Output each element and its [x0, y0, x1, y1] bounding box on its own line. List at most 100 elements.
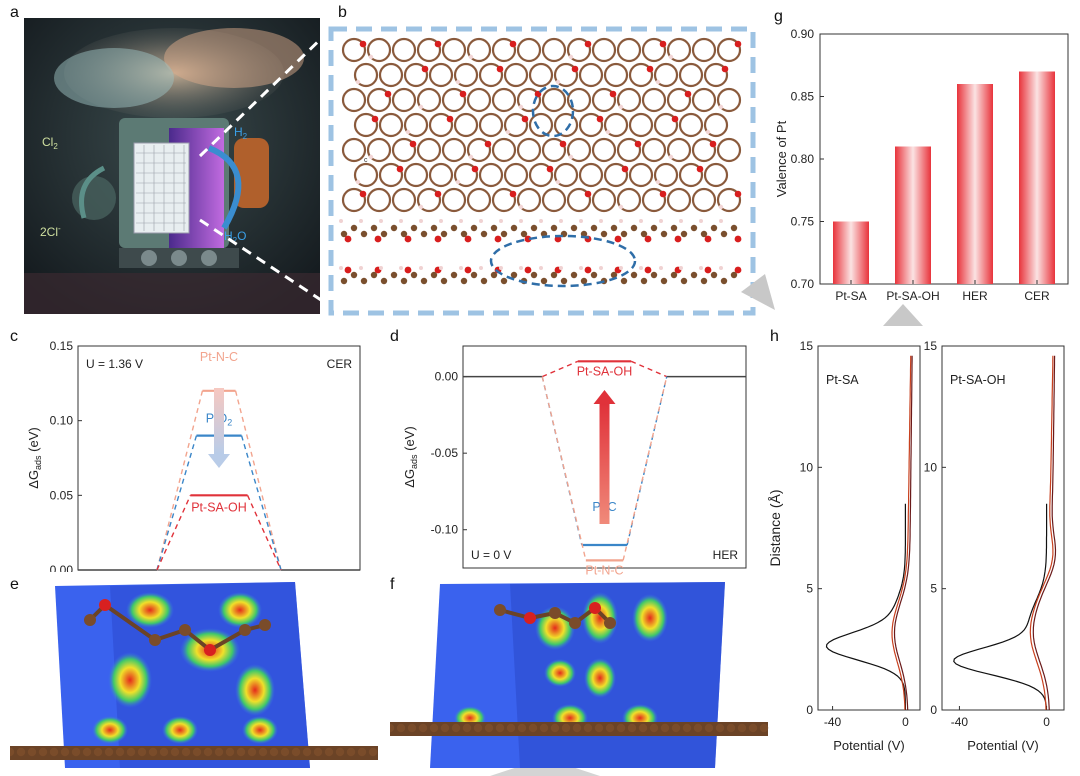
slab-atom — [170, 747, 180, 757]
series-dash-left — [541, 360, 579, 378]
chain-carbon — [680, 230, 688, 238]
hydrogen-atom — [555, 79, 561, 85]
chain-oxygen — [344, 235, 352, 243]
chain-carbon — [640, 277, 648, 285]
slab-atom — [280, 747, 290, 757]
slab-atom — [126, 747, 136, 757]
y-tick-label: 0.05 — [50, 488, 74, 502]
slab-atom — [484, 723, 494, 733]
oxygen-atom — [384, 90, 392, 98]
series-name: Pt-SA-OH — [577, 364, 633, 378]
chain-hydrogen — [459, 266, 463, 270]
oxygen-atom — [421, 65, 429, 73]
lattice-ring — [566, 187, 592, 213]
chain-carbon — [530, 271, 538, 279]
lattice-ring — [391, 87, 417, 113]
slab-atom — [737, 723, 747, 733]
lattice-ring — [516, 187, 542, 213]
series-dash-right — [240, 435, 282, 571]
series-dash-left — [541, 376, 587, 561]
lattice-ring — [703, 162, 729, 188]
slab-atom — [82, 747, 92, 757]
slab-atom — [236, 747, 246, 757]
slab-atom — [473, 723, 483, 733]
lattice-ring — [578, 62, 604, 88]
lattice-ring — [416, 37, 442, 63]
lattice-ring — [341, 37, 367, 63]
potential-curve-black — [953, 503, 1048, 711]
chain-carbon — [580, 230, 588, 238]
slab-atom — [748, 723, 758, 733]
lattice-ring — [341, 137, 367, 163]
lattice-ring — [466, 137, 492, 163]
slab-atom — [225, 747, 235, 757]
lattice-ring — [591, 187, 617, 213]
chain-carbon — [490, 271, 498, 279]
slab-atom — [627, 723, 637, 733]
oxygen-atom — [584, 190, 592, 198]
potential-curve-red — [891, 355, 912, 711]
gray-arrow-up — [883, 304, 923, 326]
lattice-ring — [403, 162, 429, 188]
bar-pt-sa-oh — [895, 146, 931, 284]
x-axis-label: Potential (V) — [967, 738, 1039, 753]
chain-carbon — [510, 224, 518, 232]
series-name: Pt-N-C — [200, 350, 238, 364]
lattice-ring — [678, 62, 704, 88]
lattice-ring — [666, 137, 692, 163]
bond — [103, 603, 157, 642]
oxygen-atom — [734, 40, 742, 48]
hydrogen-atom — [505, 129, 511, 135]
chain-oxygen — [644, 235, 652, 243]
chain-carbon — [720, 277, 728, 285]
series-label: Pt-N-C — [585, 563, 623, 576]
lattice-ring — [416, 187, 442, 213]
chain-carbon — [680, 277, 688, 285]
y-tick-label: 5 — [806, 582, 813, 596]
slab-atom — [313, 747, 323, 757]
lattice-ring — [528, 62, 554, 88]
oxygen-atom — [521, 115, 529, 123]
oxygen-atom — [409, 140, 417, 148]
charge-density-blob — [162, 716, 198, 744]
chain-carbon — [580, 277, 588, 285]
panel-f-charge-density — [390, 582, 769, 768]
plot-frame — [77, 345, 361, 571]
lattice-ring — [716, 137, 742, 163]
lattice-ring — [616, 187, 642, 213]
lattice-ring — [591, 87, 617, 113]
y-label-main: ΔG — [402, 469, 417, 488]
panel-label-f: f — [390, 576, 395, 593]
cl2-label: Cl2 — [42, 135, 58, 151]
chain-carbon — [440, 277, 448, 285]
lattice-ring — [553, 62, 579, 88]
chain-oxygen — [734, 235, 742, 243]
slab-atom — [726, 723, 736, 733]
lattice-ring — [428, 162, 454, 188]
slab-atom — [572, 723, 582, 733]
lattice-ring — [428, 62, 454, 88]
atom — [179, 624, 191, 636]
lattice-ring — [366, 137, 392, 163]
chain-carbon — [440, 230, 448, 238]
chain-carbon — [520, 230, 528, 238]
hydrogen-atom — [468, 154, 474, 160]
y-tick-label: 10 — [924, 460, 938, 474]
slab-atom — [93, 747, 103, 757]
lattice-ring — [566, 37, 592, 63]
chain-oxygen — [464, 266, 472, 274]
slab-atom — [462, 723, 472, 733]
slab-atom — [192, 747, 202, 757]
slab-atom — [704, 723, 714, 733]
oxygen-atom — [471, 165, 479, 173]
atom — [549, 607, 561, 619]
lattice-ring — [691, 37, 717, 63]
oxygen-atom — [371, 115, 379, 123]
slab-atom — [539, 723, 549, 733]
slab-atom — [638, 723, 648, 733]
chain-hydrogen — [559, 266, 563, 270]
lattice-ring — [541, 137, 567, 163]
lattice-ring — [678, 112, 704, 138]
lattice-ring — [591, 37, 617, 63]
chain-carbon — [400, 230, 408, 238]
